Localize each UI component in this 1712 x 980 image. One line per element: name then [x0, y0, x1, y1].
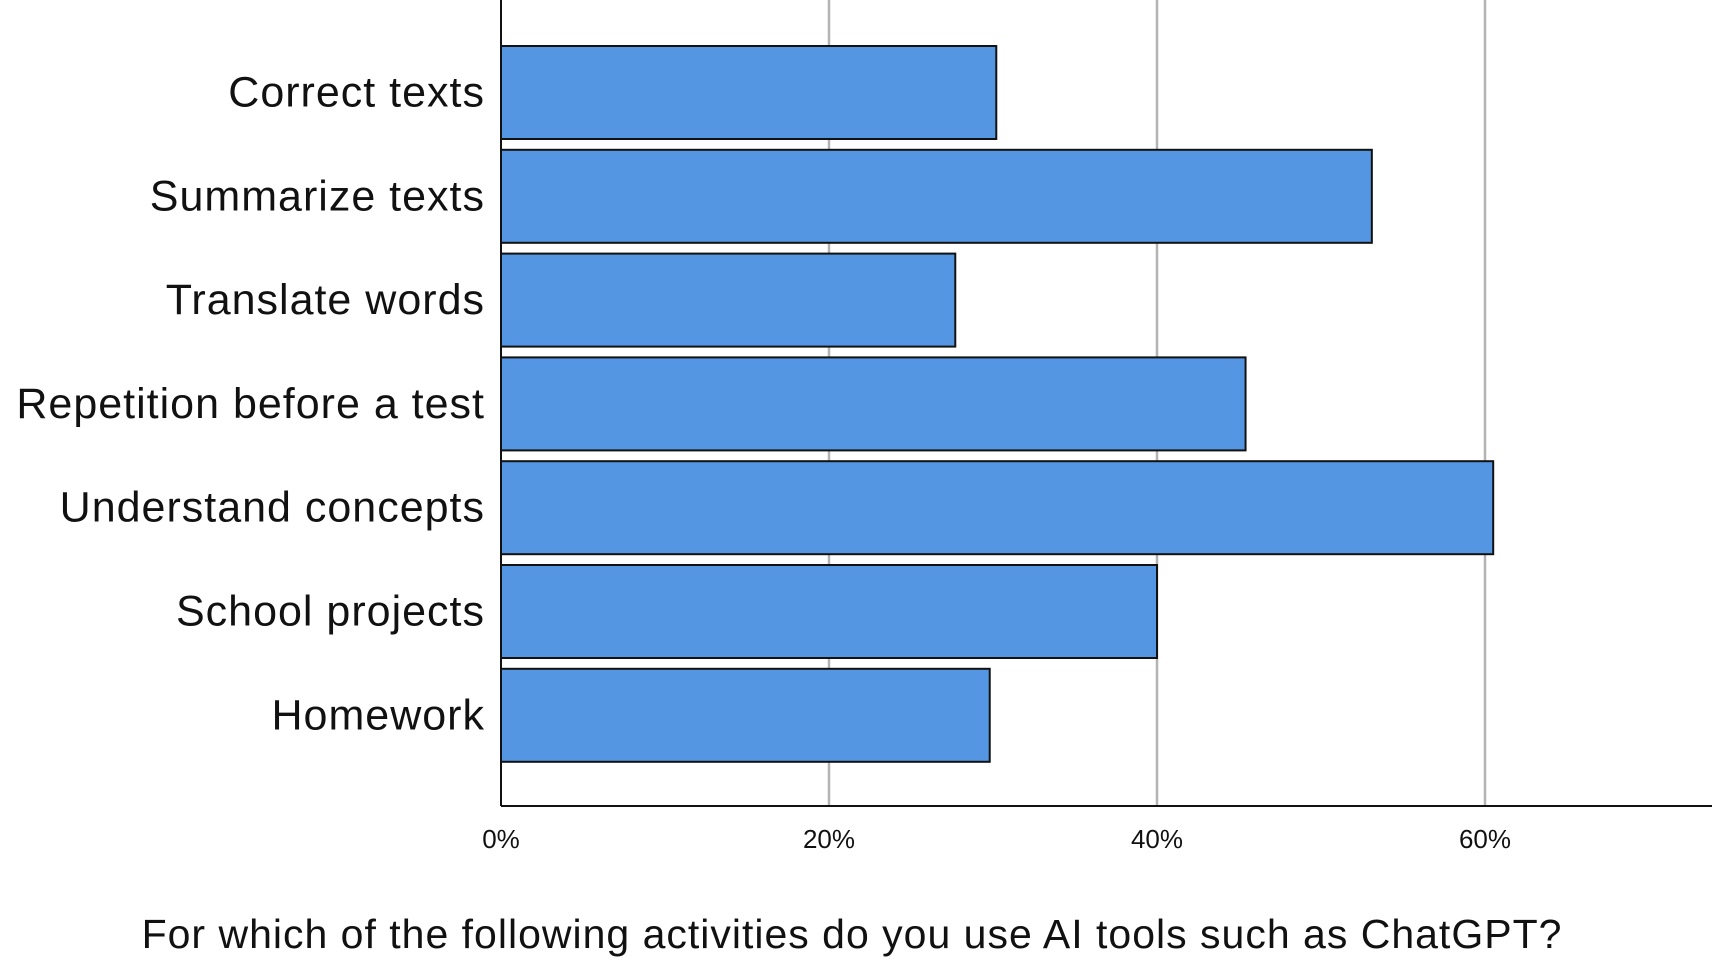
category-label: Summarize texts — [150, 172, 485, 220]
category-label: Correct texts — [228, 69, 485, 117]
x-axis-title: For which of the following activities do… — [142, 911, 1563, 957]
bar-understand-concepts — [500, 460, 1495, 556]
category-label: Repetition before a test — [16, 380, 485, 428]
bar-summarize-texts — [500, 148, 1373, 244]
bars — [500, 45, 1495, 763]
bar-homework — [500, 667, 991, 763]
x-tick-label: 0% — [482, 824, 520, 854]
bar-correct-texts — [500, 45, 998, 140]
category-label: Translate words — [166, 276, 485, 324]
bar-school-projects — [500, 564, 1158, 659]
bar-repetition-before-a-test — [500, 356, 1247, 452]
x-tick-label: 60% — [1459, 824, 1511, 854]
axes — [500, 0, 1712, 807]
category-label: School projects — [176, 588, 485, 636]
x-tick-label: 40% — [1131, 824, 1183, 854]
x-tick-labels: 0% 20% 40% 60% — [482, 824, 1511, 854]
bar-translate-words — [500, 252, 957, 348]
x-tick-label: 20% — [803, 824, 855, 854]
category-label: Homework — [272, 691, 486, 739]
category-labels: Correct texts Summarize texts Translate wo… — [16, 69, 486, 740]
category-label: Understand concepts — [60, 484, 485, 532]
